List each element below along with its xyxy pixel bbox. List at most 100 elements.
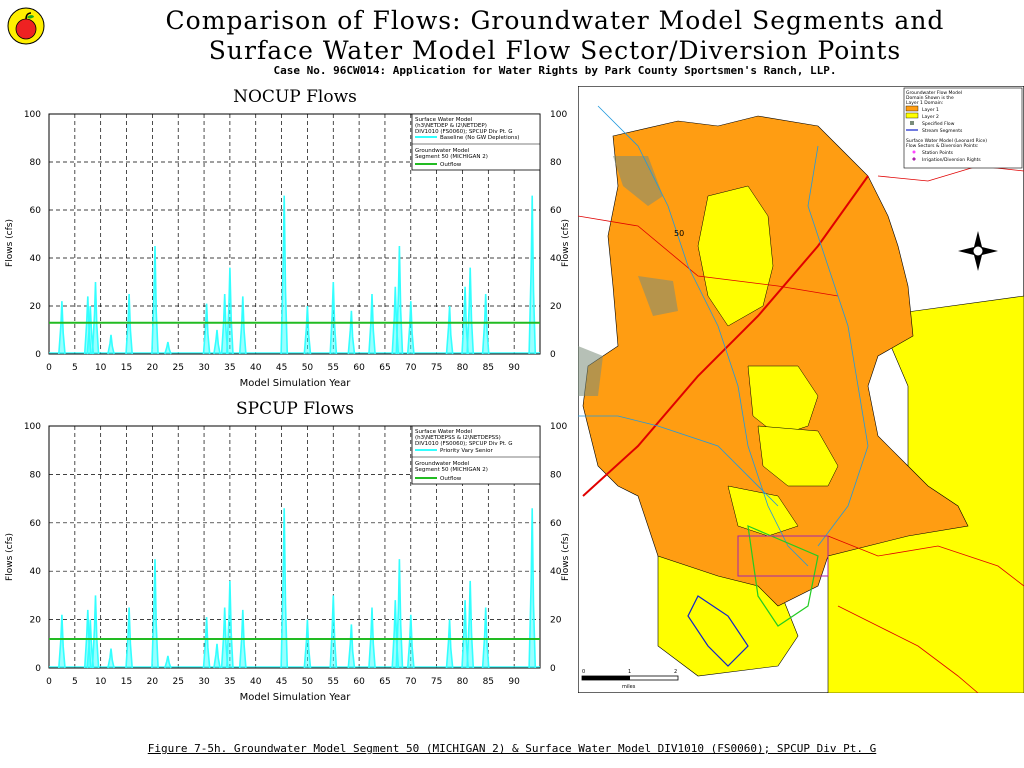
y-tick-label-right: 80	[550, 158, 562, 168]
flow-spike	[466, 580, 475, 669]
flow-sector-boundary	[737, 535, 829, 577]
legend-item-stations: Station Points	[922, 150, 954, 156]
road-line	[837, 605, 979, 693]
x-tick-label: 55	[328, 363, 339, 373]
legend-line: (h3\NETDEP & I2\NETDEP)	[415, 123, 487, 129]
map-legend: Groundwater Flow Model Domain Shown is t…	[903, 87, 1023, 169]
flow-spike	[220, 607, 229, 669]
flow-spike	[86, 305, 95, 355]
y-tick-label: 100	[24, 110, 41, 120]
flow-spike	[125, 607, 133, 669]
y-tick-label: 0	[35, 664, 41, 674]
stream-line	[597, 105, 809, 567]
north-arrow-icon	[958, 231, 998, 271]
legend-item-irrigation: Irrigation/Diversion Rights	[922, 157, 981, 163]
x-tick-label: 80	[457, 677, 469, 687]
x-tick-label: 30	[198, 363, 210, 373]
road-line	[578, 215, 839, 297]
flow-spike	[280, 195, 289, 355]
y-tick-label-right: 0	[550, 350, 556, 360]
x-tick-label: 50	[302, 363, 314, 373]
y-axis-label-right: Flows (cfs)	[561, 219, 570, 267]
flow-spike	[280, 508, 289, 669]
flow-spike	[368, 607, 376, 669]
x-tick-label: 90	[508, 677, 520, 687]
flow-spike	[395, 245, 404, 355]
flow-spike	[481, 293, 490, 355]
layer-2-region	[727, 485, 799, 537]
x-tick-label: 20	[147, 677, 159, 687]
flow-spike	[406, 301, 415, 355]
flow-spike	[202, 303, 211, 355]
x-tick-label: 25	[172, 363, 183, 373]
flow-spike	[164, 341, 172, 355]
road-line	[827, 535, 1024, 587]
x-tick-label: 45	[276, 363, 287, 373]
x-tick-label: 65	[379, 363, 390, 373]
y-tick-label: 100	[24, 422, 41, 432]
flow-spike	[445, 619, 454, 669]
y-tick-label: 40	[30, 254, 42, 264]
legend-line: (h3\NETDEPSS & I2\NETDEPSS)	[415, 435, 501, 441]
flow-spike	[226, 580, 234, 669]
road-line	[877, 165, 1024, 182]
y-tick-label-right: 100	[550, 422, 567, 432]
x-tick-label: 40	[250, 677, 262, 687]
x-axis-label: Model Simulation Year	[240, 378, 352, 389]
flow-spike	[329, 281, 338, 355]
flow-spike	[91, 595, 100, 669]
legend-line: Segment 50 (MICHIGAN 2)	[415, 467, 488, 473]
legend-line: Surface Water Model	[415, 429, 473, 435]
x-tick-label: 70	[405, 363, 417, 373]
x-tick-label: 0	[46, 677, 52, 687]
flow-spike	[107, 648, 115, 669]
y-tick-label-right: 60	[550, 519, 562, 529]
legend-line: Groundwater Model	[415, 148, 470, 154]
y-tick-label: 60	[30, 206, 42, 216]
legend-line: Groundwater Model	[415, 461, 470, 467]
flow-spike	[107, 334, 115, 355]
x-tick-label: 25	[172, 677, 183, 687]
y-tick-label-right: 0	[550, 664, 556, 674]
chart-legend: Surface Water Model (h3\NETDEP & I2\NETD…	[411, 113, 541, 171]
figure-caption: Figure 7-5h. Groundwater Model Segment 5…	[147, 742, 877, 755]
x-tick-label: 85	[483, 677, 494, 687]
flow-spike	[461, 600, 469, 669]
road-line	[582, 175, 869, 497]
scale-tick: 1	[628, 669, 631, 675]
legend-line: DIV1010 (FS0060); SPCUP Div Pt. G	[415, 129, 513, 135]
y-tick-label-right: 40	[550, 254, 562, 264]
x-tick-label: 40	[250, 363, 262, 373]
x-tick-label: 65	[379, 677, 390, 687]
y-tick-label: 80	[30, 158, 42, 168]
x-tick-label: 5	[72, 363, 78, 373]
legend-entry-outflow: Outflow	[440, 162, 462, 168]
flow-spike	[461, 286, 469, 355]
apple-logo-icon	[7, 7, 45, 45]
y-tick-label-right: 40	[550, 567, 562, 577]
flow-spike	[164, 655, 172, 669]
x-tick-label: 45	[276, 677, 287, 687]
page-title-line1: Comparison of Flows: Groundwater Model S…	[165, 6, 945, 35]
flow-spike	[528, 508, 537, 669]
specified-flow-area	[638, 276, 678, 316]
legend-item-specified: Specified Flow	[922, 121, 955, 127]
legend-heading: Groundwater Flow Model	[906, 90, 962, 96]
flow-spike	[202, 617, 211, 669]
flow-spike	[220, 293, 229, 355]
y-axis-label-left: Flows (cfs)	[5, 219, 15, 267]
x-tick-label: 20	[147, 363, 159, 373]
specified-flow-area	[578, 346, 603, 396]
chart-title: SPCUP Flows	[236, 399, 354, 419]
x-axis-label: Model Simulation Year	[240, 692, 352, 703]
scale-label: miles	[622, 684, 636, 690]
x-tick-label: 10	[95, 677, 107, 687]
x-tick-label: 10	[95, 363, 107, 373]
y-tick-label: 20	[30, 616, 42, 626]
y-tick-label: 40	[30, 567, 42, 577]
flow-spike	[86, 619, 95, 669]
page-title-line2: Surface Water Model Flow Sector/Diversio…	[208, 36, 902, 65]
flow-spike	[125, 293, 133, 355]
